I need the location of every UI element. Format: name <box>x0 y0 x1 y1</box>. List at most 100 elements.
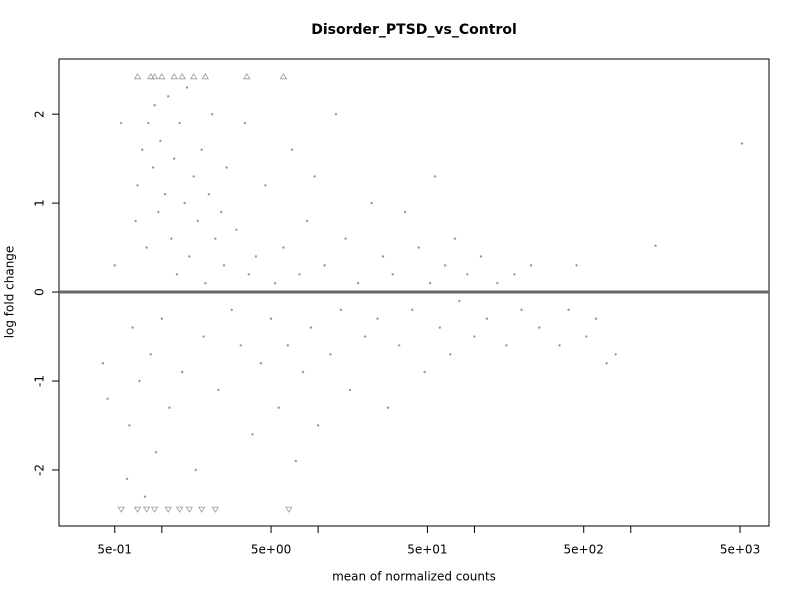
point <box>458 299 461 303</box>
point <box>313 175 316 178</box>
point <box>411 308 414 312</box>
y-tick-label: -2 <box>33 464 47 476</box>
point <box>251 433 254 436</box>
point <box>178 121 181 125</box>
point-clipped <box>201 73 210 80</box>
point <box>175 273 179 276</box>
point <box>433 175 437 178</box>
point <box>106 397 109 400</box>
point <box>192 175 195 178</box>
point <box>403 210 407 214</box>
point <box>131 326 134 329</box>
x-tick-label: 5e+03 <box>720 543 760 557</box>
point-clipped <box>158 73 166 80</box>
point-clipped <box>147 73 155 80</box>
point <box>294 459 298 463</box>
point <box>154 450 158 454</box>
point <box>128 424 131 427</box>
point-clipped <box>170 73 178 80</box>
point <box>101 362 105 365</box>
point <box>305 219 309 223</box>
y-tick-label: 2 <box>33 110 47 118</box>
point <box>202 335 205 338</box>
point <box>151 166 155 169</box>
point-clipped <box>175 506 184 513</box>
point <box>286 344 290 347</box>
point-clipped <box>142 506 151 513</box>
point <box>138 379 141 383</box>
y-tick-label: 1 <box>33 199 47 207</box>
point-clipped <box>150 73 159 80</box>
point-clipped <box>189 73 198 80</box>
point <box>207 193 211 196</box>
point-clipped <box>185 506 194 513</box>
y-tick-label: 0 <box>33 288 47 296</box>
point-clipped <box>211 506 220 513</box>
point <box>449 353 452 356</box>
point <box>386 406 390 409</box>
point <box>194 468 197 472</box>
point <box>239 344 242 347</box>
point <box>316 424 320 427</box>
point <box>558 344 561 347</box>
point <box>277 406 280 409</box>
point <box>120 121 123 125</box>
point <box>513 273 516 276</box>
point <box>585 335 588 338</box>
point-clipped <box>117 506 125 513</box>
point <box>172 157 176 160</box>
point <box>391 273 394 276</box>
point <box>339 308 343 312</box>
x-axis-label: mean of normalized counts <box>332 570 496 584</box>
point <box>230 308 233 312</box>
point <box>222 264 226 267</box>
point <box>505 344 508 347</box>
point <box>575 264 578 267</box>
point-clipped <box>279 73 288 80</box>
point-clipped <box>133 506 142 513</box>
point <box>438 326 441 329</box>
point <box>141 148 144 151</box>
point <box>453 237 457 240</box>
point <box>376 317 379 320</box>
point <box>370 201 373 205</box>
point-clipped <box>133 73 142 80</box>
point <box>220 210 223 214</box>
point <box>290 148 294 151</box>
point <box>160 317 163 320</box>
point <box>381 255 385 258</box>
point <box>479 255 483 258</box>
point <box>167 95 170 98</box>
point <box>147 121 150 125</box>
point <box>428 281 432 285</box>
point <box>180 370 184 374</box>
y-axis-label: log fold change <box>3 246 17 339</box>
point-clipped <box>164 506 172 513</box>
point <box>567 308 570 312</box>
point <box>145 246 148 249</box>
point <box>183 201 186 205</box>
point <box>113 264 116 267</box>
point <box>168 406 171 409</box>
x-tick-label: 5e+01 <box>407 543 447 557</box>
point <box>264 184 267 187</box>
point <box>485 317 489 320</box>
point <box>444 264 447 267</box>
point <box>159 139 162 143</box>
point <box>473 335 476 338</box>
point <box>356 281 360 285</box>
point <box>204 281 207 285</box>
point <box>538 326 541 329</box>
point <box>282 246 285 249</box>
point <box>423 370 426 374</box>
point <box>247 273 250 276</box>
x-tick-label: 5e-01 <box>97 543 132 557</box>
point <box>254 255 258 258</box>
point <box>243 121 247 125</box>
point <box>594 317 598 320</box>
point <box>170 237 173 240</box>
point-clipped <box>285 506 293 513</box>
point <box>163 193 167 196</box>
point <box>529 264 533 267</box>
point <box>301 370 305 374</box>
